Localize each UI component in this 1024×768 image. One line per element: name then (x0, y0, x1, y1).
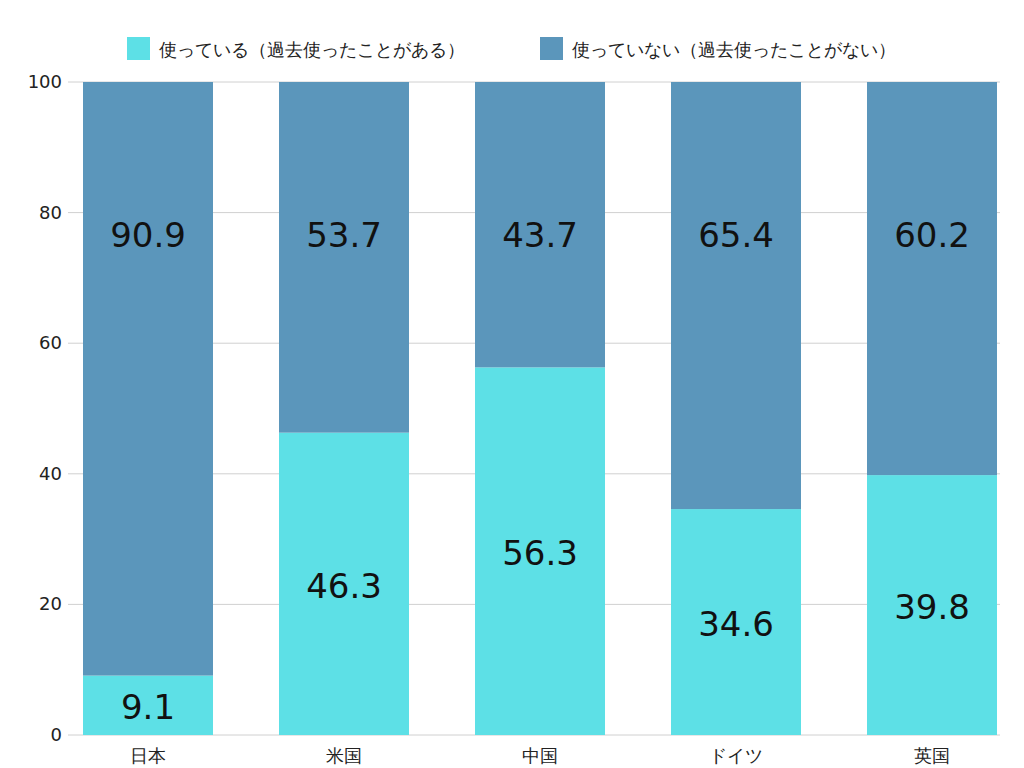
bar-segment (279, 433, 409, 735)
bar-segment (83, 82, 213, 676)
data-label: 53.7 (306, 215, 382, 255)
data-labels: 9.1 90.9 46.3 53.7 56.3 43.7 34.6 65.4 39.8 60.2 (110, 215, 970, 727)
bar-segment (279, 82, 409, 433)
data-label: 43.7 (502, 215, 578, 255)
legend-label: 使っていない（過去使ったことがない） (572, 39, 896, 60)
x-tick-label: 米国 (326, 745, 362, 766)
data-label: 90.9 (110, 215, 186, 255)
bar-segment (475, 82, 605, 367)
data-label: 34.6 (698, 604, 774, 644)
data-label: 65.4 (698, 215, 774, 255)
chart-container: 0 20 40 60 80 100 9.1 90.9 46.3 53.7 56.3 43.7 34.6 6… (0, 0, 1024, 768)
data-label: 60.2 (894, 215, 970, 255)
data-label: 46.3 (306, 566, 382, 606)
y-tick-label: 80 (39, 202, 62, 223)
bar-segment (671, 82, 801, 509)
x-tick-label: 日本 (130, 745, 166, 766)
bars (83, 82, 997, 735)
legend-label: 使っている（過去使ったことがある） (159, 39, 465, 60)
legend-swatch (540, 37, 563, 60)
bar-segment (475, 367, 605, 735)
x-tick-label: 中国 (522, 745, 558, 766)
y-tick-label: 60 (39, 332, 62, 353)
chart-svg: 0 20 40 60 80 100 9.1 90.9 46.3 53.7 56.3 43.7 34.6 6… (0, 0, 1024, 768)
x-tick-label: 英国 (914, 745, 950, 766)
legend: 使っている（過去使ったことがある） 使っていない（過去使ったことがない） (127, 37, 896, 60)
bar-segment (671, 509, 801, 735)
y-tick-label: 0 (51, 724, 62, 745)
legend-swatch (127, 37, 150, 60)
x-tick-label: ドイツ (709, 745, 763, 766)
y-tick-label: 20 (39, 593, 62, 614)
grid (68, 82, 1000, 735)
data-label: 39.8 (894, 587, 970, 627)
bar-segment (83, 676, 213, 735)
bar-segment (867, 475, 997, 735)
y-tick-label: 40 (39, 463, 62, 484)
bar-segment (867, 82, 997, 475)
data-label: 56.3 (502, 533, 578, 573)
y-tick-label: 100 (28, 71, 62, 92)
data-label: 9.1 (121, 687, 175, 727)
